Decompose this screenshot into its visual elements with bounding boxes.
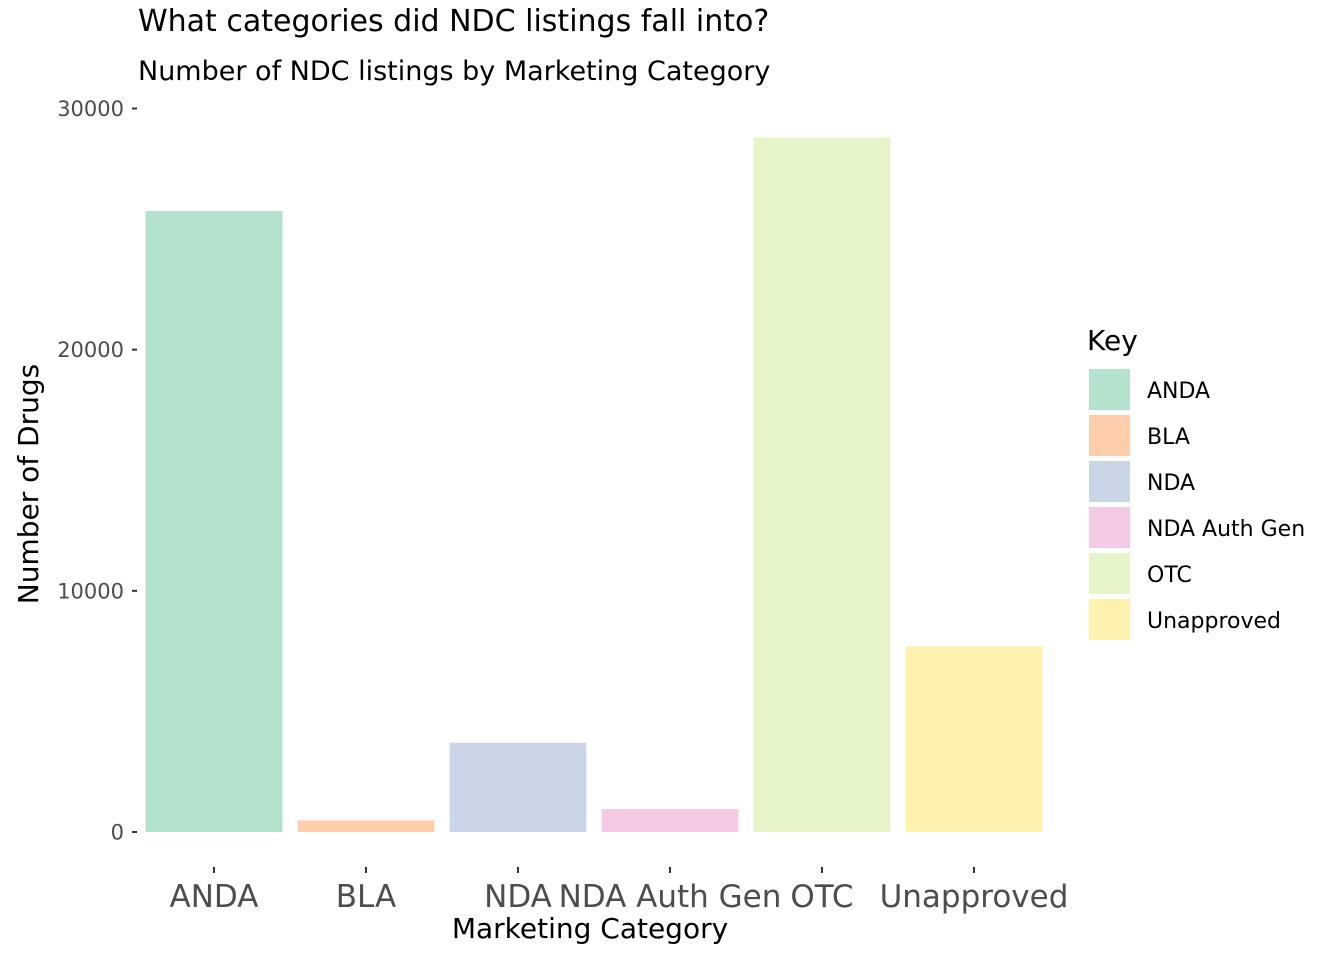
- chart-title: What categories did NDC listings fall in…: [138, 4, 769, 39]
- legend-label: Unapproved: [1147, 609, 1281, 634]
- y-tick-label: 10000: [57, 579, 124, 603]
- bars: [145, 137, 1043, 832]
- legend-swatch: [1089, 415, 1130, 456]
- y-axis: 0 10000 20000 30000: [57, 97, 137, 845]
- chart-subtitle: Number of NDC listings by Marketing Cate…: [138, 56, 770, 87]
- x-tick-label: BLA: [336, 879, 396, 915]
- legend-swatch: [1089, 599, 1130, 640]
- legend-label: OTC: [1147, 563, 1192, 588]
- bar: [905, 646, 1043, 832]
- bar: [601, 809, 739, 832]
- x-tick-label: NDA Auth Gen: [559, 879, 782, 915]
- x-axis-title: Marketing Category: [452, 912, 728, 945]
- bar: [753, 137, 891, 832]
- bar: [297, 820, 435, 832]
- x-axis: ANDA BLA NDA NDA Auth Gen OTC Unapproved: [170, 867, 1069, 915]
- y-axis-title: Number of Drugs: [12, 364, 45, 604]
- legend-swatch: [1089, 461, 1130, 502]
- y-tick-label: 30000: [57, 97, 124, 121]
- x-tick-label: ANDA: [170, 879, 259, 915]
- legend-swatch: [1089, 369, 1130, 410]
- legend-label: NDA: [1147, 471, 1195, 496]
- bar: [145, 210, 283, 832]
- legend-swatch: [1089, 553, 1130, 594]
- legend-title: Key: [1087, 324, 1138, 357]
- x-tick-label: Unapproved: [880, 879, 1069, 915]
- x-tick-label: OTC: [790, 879, 853, 915]
- y-tick-label: 20000: [57, 338, 124, 362]
- legend: Key ANDA BLA NDA NDA Auth Gen OTC Unapproved: [1087, 324, 1305, 642]
- legend-label: NDA Auth Gen: [1147, 517, 1305, 542]
- x-tick-label: NDA: [484, 879, 552, 915]
- legend-swatch: [1089, 507, 1130, 548]
- legend-label: ANDA: [1147, 379, 1210, 404]
- y-tick-label: 0: [111, 821, 124, 845]
- bar: [449, 742, 587, 832]
- legend-label: BLA: [1147, 425, 1190, 450]
